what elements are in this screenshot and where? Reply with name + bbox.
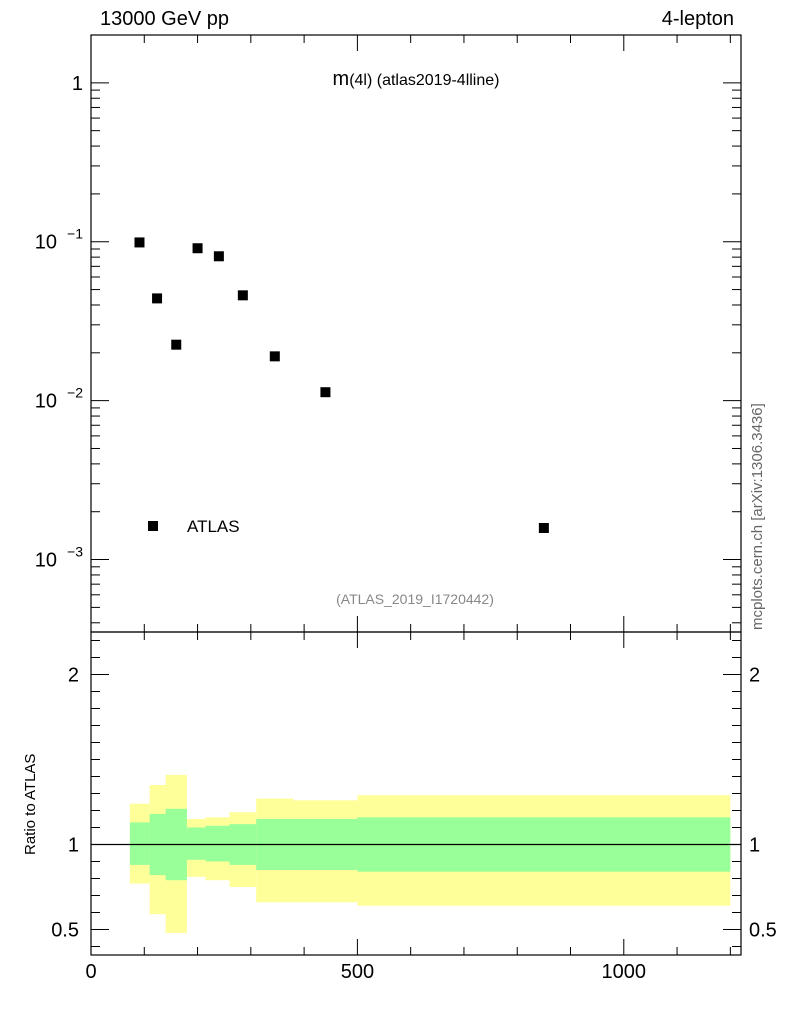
y-tick-label-0: 1	[72, 73, 83, 95]
data-point-1	[152, 293, 163, 304]
chart-title: m(4l) (atlas2019-4lline)	[333, 68, 500, 90]
data-point-4	[213, 251, 224, 262]
analysis-watermark: (ATLAS_2019_I1720442)	[336, 591, 494, 607]
ratio-y-tick-label-right-0: 0.5	[749, 920, 777, 942]
main-plot-frame	[90, 34, 742, 633]
data-point-5	[237, 290, 248, 301]
header-left: 13000 GeV pp	[100, 8, 229, 30]
ratio-inner-band-3	[186, 827, 206, 860]
y-tick-label-2: 10	[35, 391, 57, 413]
ratio-inner-band-4	[205, 825, 230, 862]
data-point-0	[134, 237, 145, 248]
header-right: 4-lepton	[661, 8, 734, 30]
data-point-8	[538, 522, 549, 533]
ratio-y-tick-label-left-1: 1	[68, 835, 79, 857]
y-tick-label-1: 10	[35, 232, 57, 254]
data-point-3	[192, 243, 203, 254]
ratio-y-tick-label-left-2: 2	[68, 665, 79, 687]
x-tick-label-1: 500	[341, 961, 374, 983]
y-tick-exponent-2: −2	[67, 385, 83, 401]
data-point-6	[269, 351, 280, 362]
y-tick-exponent-1: −1	[67, 226, 83, 242]
ratio-y-tick-label-right-1: 1	[749, 835, 760, 857]
ratio-plot-frame	[90, 631, 742, 956]
y-tick-exponent-3: −3	[67, 544, 83, 560]
data-point-7	[320, 387, 331, 398]
data-point-2	[171, 339, 182, 350]
x-tick-label-2: 1000	[602, 961, 647, 983]
ratio-y-tick-label-right-2: 2	[749, 665, 760, 687]
y-tick-label-3: 10	[35, 550, 57, 572]
ratio-inner-band-0	[129, 822, 150, 865]
ratio-y-tick-label-left-0: 0.5	[51, 920, 79, 942]
legend-label-atlas: ATLAS	[187, 517, 240, 536]
legend-marker-atlas	[148, 521, 158, 531]
x-tick-label-0: 0	[85, 961, 96, 983]
